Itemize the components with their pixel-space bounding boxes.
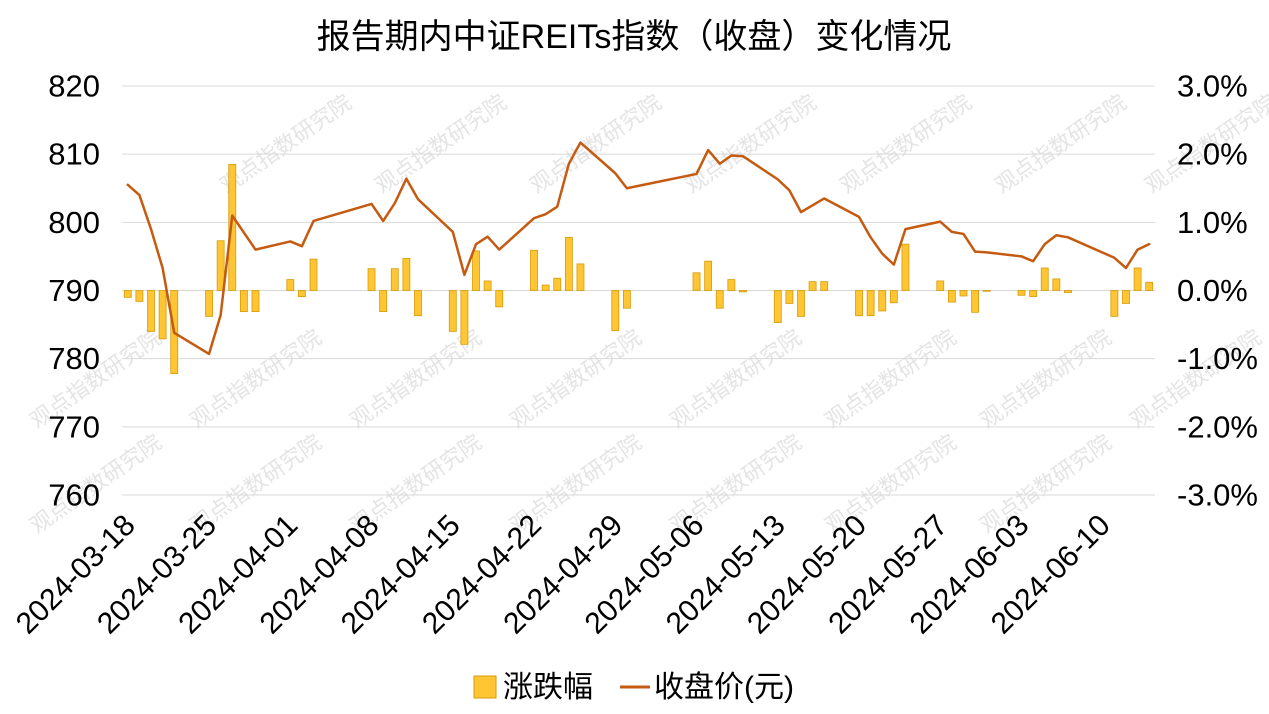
- change-bar-2024-04-16: [460, 290, 469, 345]
- left-axis-tick-label: 780: [48, 341, 100, 376]
- right-axis-tick-label: 1.0%: [1177, 205, 1248, 240]
- change-bar-2024-05-10: [739, 290, 747, 293]
- change-bar-2024-05-15: [797, 290, 805, 317]
- watermark-text: 观点指数研究院: [990, 89, 1131, 198]
- change-bar-2024-05-30: [971, 290, 979, 313]
- change-bar-2024-04-12: [414, 290, 422, 317]
- change-bar-2024-04-22: [530, 249, 538, 291]
- change-bar-2024-04-11: [402, 258, 411, 291]
- change-bar-2024-05-06: [692, 272, 701, 291]
- change-bar-2024-04-25: [564, 236, 573, 291]
- change-bar-2024-04-17: [472, 250, 480, 291]
- right-axis-tick-label: -2.0%: [1177, 409, 1258, 444]
- change-bar-2024-05-31: [982, 290, 991, 292]
- left-axis-labels: 760 770 780 790 800 810 820: [48, 69, 100, 513]
- watermark-text: 观点指数研究院: [505, 324, 646, 433]
- legend: 涨跌幅 收盘价(元): [473, 671, 794, 704]
- change-bar-2024-03-28: [239, 290, 248, 313]
- change-bar-2024-04-02: [298, 290, 306, 298]
- change-bar-2024-04-08: [367, 268, 376, 291]
- change-bar-2024-04-23: [541, 284, 550, 291]
- legend-label-close: 收盘价(元): [654, 671, 794, 704]
- change-bar-2024-04-10: [390, 268, 399, 291]
- change-bar-2024-06-05: [1040, 267, 1049, 291]
- change-bar-2024-03-18: [123, 290, 132, 298]
- change-bar-2024-03-19: [135, 290, 144, 302]
- change-bar-2024-03-21: [158, 290, 167, 340]
- left-axis-tick-label: 810: [48, 137, 100, 172]
- chart-title: 报告期内中证REITs指数（收盘）变化情况: [317, 18, 952, 56]
- watermark-text: 观点指数研究院: [975, 324, 1116, 433]
- watermark-text: 观点指数研究院: [680, 89, 821, 198]
- change-bar-2024-05-08: [715, 290, 724, 309]
- change-bar-2024-04-03: [309, 258, 318, 291]
- change-bar-2024-04-01: [286, 279, 295, 291]
- left-axis-tick-label: 760: [48, 478, 100, 513]
- change-bars: [123, 163, 1154, 375]
- watermark-text: 观点指数研究院: [185, 324, 326, 433]
- change-bar-2024-05-22: [878, 290, 887, 312]
- change-bar-2024-04-29: [611, 290, 620, 332]
- change-bar-2024-06-07: [1064, 290, 1072, 293]
- watermark-text: 观点指数研究院: [370, 89, 511, 198]
- change-bar-2024-06-06: [1052, 278, 1061, 291]
- legend-label-change: 涨跌幅: [503, 671, 593, 704]
- change-bar-2024-06-13: [1133, 267, 1142, 291]
- change-bar-2024-05-17: [820, 281, 829, 291]
- right-axis-labels: -3.0% -2.0% -1.0% 0.0% 1.0% 2.0% 3.0%: [1177, 69, 1258, 513]
- change-bar-2024-03-26: [216, 240, 225, 291]
- change-bar-2024-06-04: [1029, 290, 1038, 298]
- watermark-text: 观点指数研究院: [665, 324, 806, 433]
- change-bar-2024-04-18: [483, 280, 492, 291]
- change-bar-2024-05-23: [889, 290, 898, 304]
- close-price-line-layer: [126, 141, 1151, 356]
- right-axis-tick-label: -1.0%: [1177, 341, 1258, 376]
- left-axis-tick-label: 770: [48, 409, 100, 444]
- close-price-line: [126, 141, 1151, 356]
- watermark-text: 观点指数研究院: [525, 89, 666, 198]
- change-bar-2024-05-07: [704, 260, 713, 291]
- x-axis-labels: 2024-03-182024-03-252024-04-012024-04-08…: [10, 509, 1117, 641]
- change-bar-2024-05-29: [959, 290, 968, 297]
- change-bar-2024-05-16: [808, 281, 817, 291]
- legend-swatch-change: [473, 675, 497, 699]
- watermark-text: 观点指数研究院: [820, 324, 961, 433]
- change-bar-2024-05-28: [947, 290, 956, 303]
- change-bar-2024-04-24: [553, 277, 562, 291]
- change-bar-2024-03-27: [228, 163, 237, 291]
- left-axis-tick-label: 790: [48, 273, 100, 308]
- change-bar-2024-06-12: [1122, 290, 1130, 304]
- right-axis-tick-label: 0.0%: [1177, 273, 1248, 308]
- change-bar-2024-06-14: [1145, 281, 1154, 291]
- change-bar-2024-05-14: [785, 290, 794, 304]
- watermark-text: 观点指数研究院: [835, 89, 976, 198]
- change-bar-2024-06-03: [1017, 290, 1026, 296]
- change-bar-2024-05-24: [901, 243, 910, 291]
- watermark-text: 观点指数研究院: [215, 89, 356, 198]
- change-bar-2024-05-20: [855, 290, 863, 317]
- change-bar-2024-04-30: [622, 290, 631, 309]
- change-bar-2024-05-09: [727, 279, 736, 291]
- change-bar-2024-05-27: [936, 280, 945, 291]
- change-bar-2024-04-09: [379, 290, 388, 313]
- change-bar-2024-04-26: [576, 263, 585, 291]
- left-axis-tick-label: 800: [48, 205, 100, 240]
- left-axis-tick-label: 820: [48, 69, 100, 104]
- right-axis-tick-label: -3.0%: [1177, 478, 1258, 513]
- change-bar-2024-03-29: [251, 290, 260, 313]
- change-bar-2024-03-25: [205, 290, 213, 317]
- change-bar-2024-05-13: [773, 290, 782, 323]
- change-bar-2024-06-11: [1110, 290, 1119, 317]
- change-bar-2024-05-21: [866, 290, 875, 317]
- right-axis-tick-label: 2.0%: [1177, 137, 1248, 172]
- change-bar-2024-03-20: [147, 290, 155, 332]
- change-bar-2024-04-19: [495, 290, 504, 308]
- change-bar-2024-04-15: [448, 290, 457, 332]
- right-axis-tick-label: 3.0%: [1177, 69, 1248, 104]
